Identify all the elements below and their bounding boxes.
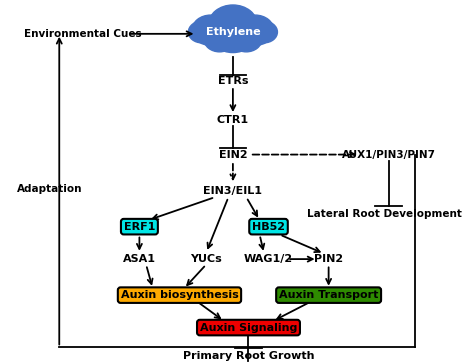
Text: YUCs: YUCs — [191, 254, 222, 264]
Text: Auxin Signaling: Auxin Signaling — [200, 323, 297, 333]
Circle shape — [209, 5, 257, 45]
Text: EIN2: EIN2 — [219, 150, 247, 159]
Circle shape — [237, 15, 274, 46]
Text: EIN3/EIL1: EIN3/EIL1 — [203, 186, 263, 195]
Circle shape — [251, 21, 277, 43]
Text: Auxin biosynthesis: Auxin biosynthesis — [120, 290, 238, 300]
Circle shape — [231, 27, 262, 52]
Text: Environmental Cues: Environmental Cues — [24, 29, 141, 39]
Circle shape — [188, 21, 215, 43]
Text: HB52: HB52 — [252, 222, 285, 232]
Text: ASA1: ASA1 — [123, 254, 156, 264]
Text: Lateral Root Development: Lateral Root Development — [307, 209, 462, 219]
Text: ERF1: ERF1 — [124, 222, 155, 232]
Text: PIN2: PIN2 — [314, 254, 343, 264]
Text: Auxin Transport: Auxin Transport — [279, 290, 378, 300]
Text: AUX1/PIN3/PIN7: AUX1/PIN3/PIN7 — [342, 150, 436, 159]
Text: CTR1: CTR1 — [217, 115, 249, 125]
Text: Ethylene: Ethylene — [206, 27, 260, 37]
Circle shape — [192, 15, 229, 46]
Text: WAG1/2: WAG1/2 — [244, 254, 293, 264]
Circle shape — [210, 15, 256, 52]
Circle shape — [204, 27, 235, 52]
Text: Primary Root Growth: Primary Root Growth — [183, 351, 314, 361]
Text: Adaptation: Adaptation — [17, 184, 82, 194]
Text: ETRs: ETRs — [218, 76, 248, 86]
